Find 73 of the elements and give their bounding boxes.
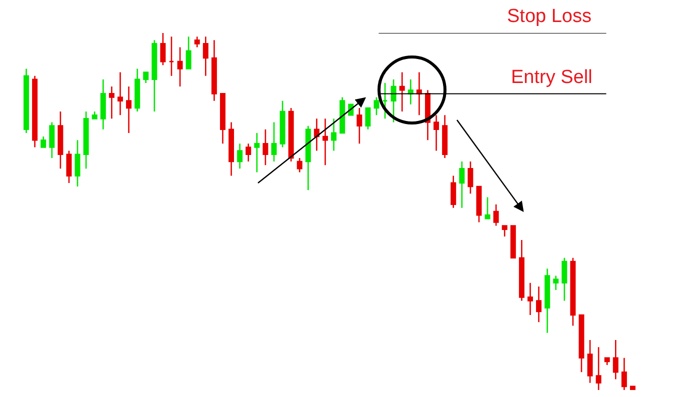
candlestick [434, 114, 440, 152]
candlestick [220, 93, 226, 144]
candlestick [305, 125, 311, 191]
candlestick [518, 239, 524, 302]
candlestick [117, 72, 123, 116]
candlestick [493, 204, 499, 226]
candlestick [340, 96, 346, 134]
ref-line-label: Stop Loss [507, 6, 592, 27]
candlestick [459, 160, 465, 209]
candlestick [510, 225, 516, 259]
candlestick [536, 286, 542, 323]
candlestick [612, 339, 618, 380]
candlestick [152, 39, 158, 112]
candlestick [160, 33, 166, 66]
candlestick [280, 100, 286, 148]
candlestick [442, 114, 448, 159]
candlestick [202, 36, 208, 76]
candlestick [237, 143, 243, 170]
candlestick [126, 86, 132, 134]
candlestick [468, 160, 474, 194]
candlestick [296, 157, 302, 173]
candlestick [399, 72, 405, 112]
candlestick [408, 78, 414, 106]
candlestick [562, 257, 568, 302]
candlestick [108, 86, 114, 120]
candlestick [100, 78, 106, 130]
candlestick [211, 39, 217, 102]
candlestick [544, 268, 550, 334]
candlestick [416, 72, 422, 116]
candlestick [570, 257, 576, 326]
candlestick [32, 75, 38, 148]
candlestick [49, 122, 55, 159]
candlestick [502, 225, 508, 238]
candlestick [58, 110, 64, 170]
candlestick [484, 196, 490, 220]
candlestick [314, 118, 320, 152]
candlestick [621, 357, 627, 390]
candlestick [450, 175, 456, 209]
candlestick [587, 339, 593, 384]
candlestick [271, 122, 277, 162]
candlestick [40, 136, 46, 148]
candlestick [331, 118, 337, 152]
ref-line-label: Entry Sell [511, 67, 592, 88]
candlestick [604, 357, 610, 366]
candlestick [382, 82, 388, 120]
candlestick [356, 107, 362, 144]
candlestick [177, 46, 183, 88]
candlestick [288, 107, 294, 162]
candlestick [476, 186, 482, 223]
candlestick [322, 118, 328, 166]
candlestick [92, 110, 98, 120]
candlestick [374, 96, 380, 116]
candlestick [365, 107, 371, 130]
candlestick [527, 282, 533, 316]
candlestick [66, 150, 72, 184]
candlestick [194, 36, 200, 48]
candlestick [578, 314, 584, 373]
candlestick [390, 78, 396, 123]
candlestick [228, 122, 234, 176]
candlestick [134, 68, 140, 112]
candlestick [553, 275, 559, 291]
candlestick [262, 128, 268, 166]
candlestick [74, 139, 80, 188]
candlestick [254, 132, 260, 173]
candlestick [143, 72, 149, 84]
candlestick [168, 36, 174, 76]
candlestick [596, 346, 602, 390]
candlestick [246, 143, 252, 162]
candlestick [424, 89, 430, 141]
candlestick [630, 386, 636, 390]
candlestick [24, 68, 30, 134]
candlestick [83, 110, 89, 170]
candlestick [186, 36, 192, 70]
